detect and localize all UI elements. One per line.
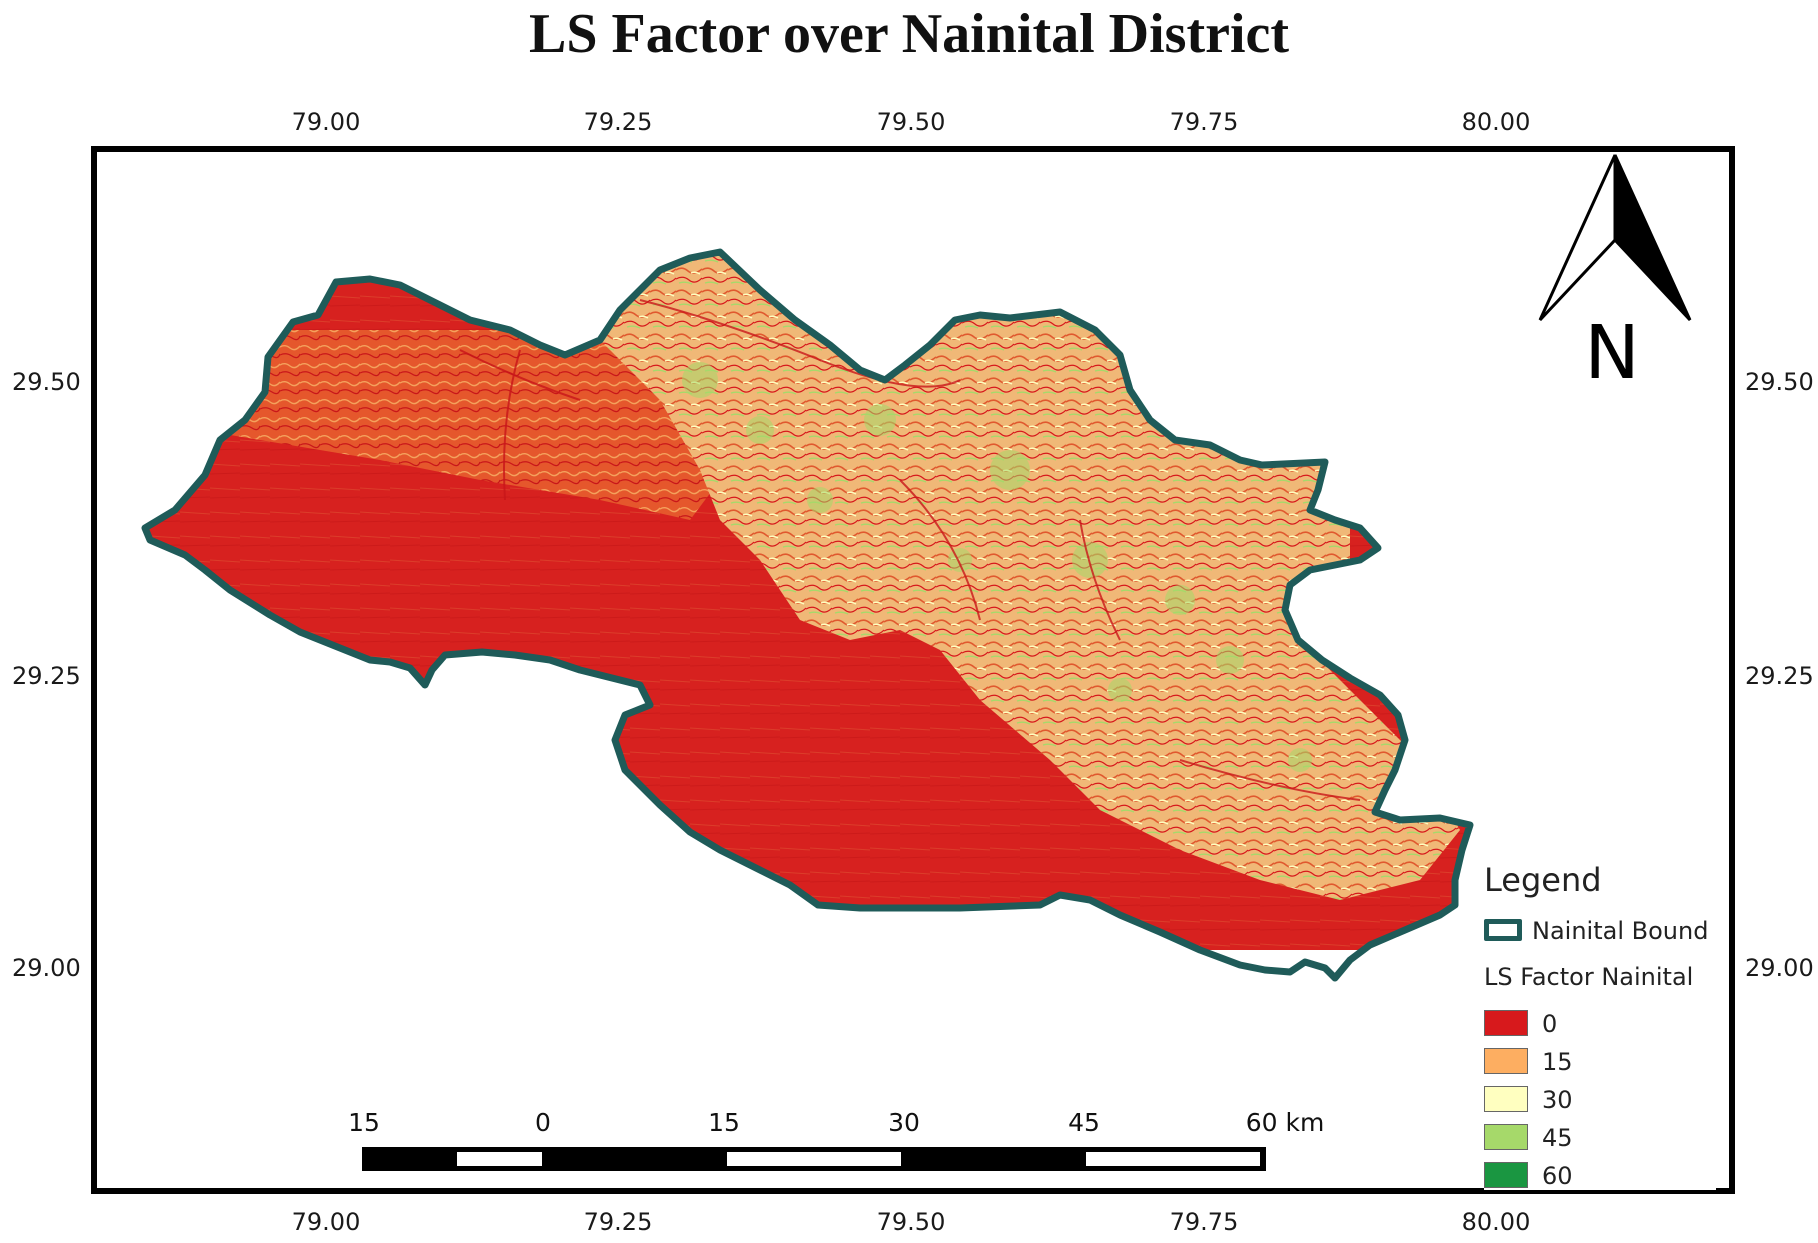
scale-label-15: 15 [708, 1108, 740, 1137]
right-tick-29-25: 29.25 [1745, 662, 1814, 690]
legend: Legend Nainital Bound LS Factor Nainital… [1484, 855, 1716, 1190]
bottom-tick-79-25: 79.25 [583, 1208, 653, 1236]
map-frame [91, 146, 1735, 1194]
top-tick-79-00: 79.00 [291, 108, 361, 136]
north-label: N [1584, 310, 1639, 390]
legend-swatch-60 [1484, 1162, 1528, 1188]
scale-segment [457, 1152, 542, 1166]
raster-label: LS Factor Nainital [1484, 963, 1694, 991]
left-tick-29-00: 29.00 [12, 954, 81, 982]
bottom-tick-79-75: 79.75 [1169, 1208, 1239, 1236]
legend-title: Legend [1484, 861, 1602, 899]
scale-bar [362, 1147, 1266, 1171]
legend-swatch-15 [1484, 1048, 1528, 1074]
top-tick-80-00: 80.00 [1461, 108, 1531, 136]
legend-label-45: 45 [1542, 1124, 1573, 1152]
bottom-tick-79-00: 79.00 [291, 1208, 361, 1236]
scale-segment [1086, 1152, 1260, 1166]
legend-label-60: 60 [1542, 1162, 1573, 1190]
boundary-swatch [1484, 919, 1522, 941]
bottom-tick-79-50: 79.50 [876, 1208, 946, 1236]
scale-label-45: 45 [1068, 1108, 1100, 1137]
left-tick-29-25: 29.25 [12, 662, 81, 690]
map-title: LS Factor over Nainital District [528, 3, 1290, 65]
scale-label-60-km: 60 km [1245, 1108, 1325, 1137]
left-tick-29-50: 29.50 [12, 368, 81, 396]
scale-label-15-left: 15 [348, 1108, 380, 1137]
legend-label-0: 0 [1542, 1010, 1558, 1038]
bottom-tick-80-00: 80.00 [1461, 1208, 1531, 1236]
legend-swatch-30 [1484, 1086, 1528, 1112]
legend-swatch-45 [1484, 1124, 1528, 1150]
top-tick-79-75: 79.75 [1169, 108, 1239, 136]
legend-label-15: 15 [1542, 1048, 1573, 1076]
scale-label-30: 30 [888, 1108, 920, 1137]
right-tick-29-50: 29.50 [1745, 368, 1814, 396]
legend-label-30: 30 [1542, 1086, 1573, 1114]
right-tick-29-00: 29.00 [1745, 954, 1814, 982]
top-tick-79-50: 79.50 [876, 108, 946, 136]
north-arrow-icon: N [1538, 154, 1692, 390]
legend-swatch-0 [1484, 1010, 1528, 1036]
scale-label-0: 0 [535, 1108, 551, 1137]
boundary-label: Nainital Bound [1532, 917, 1709, 945]
scale-segment [727, 1152, 901, 1166]
top-tick-79-25: 79.25 [583, 108, 653, 136]
